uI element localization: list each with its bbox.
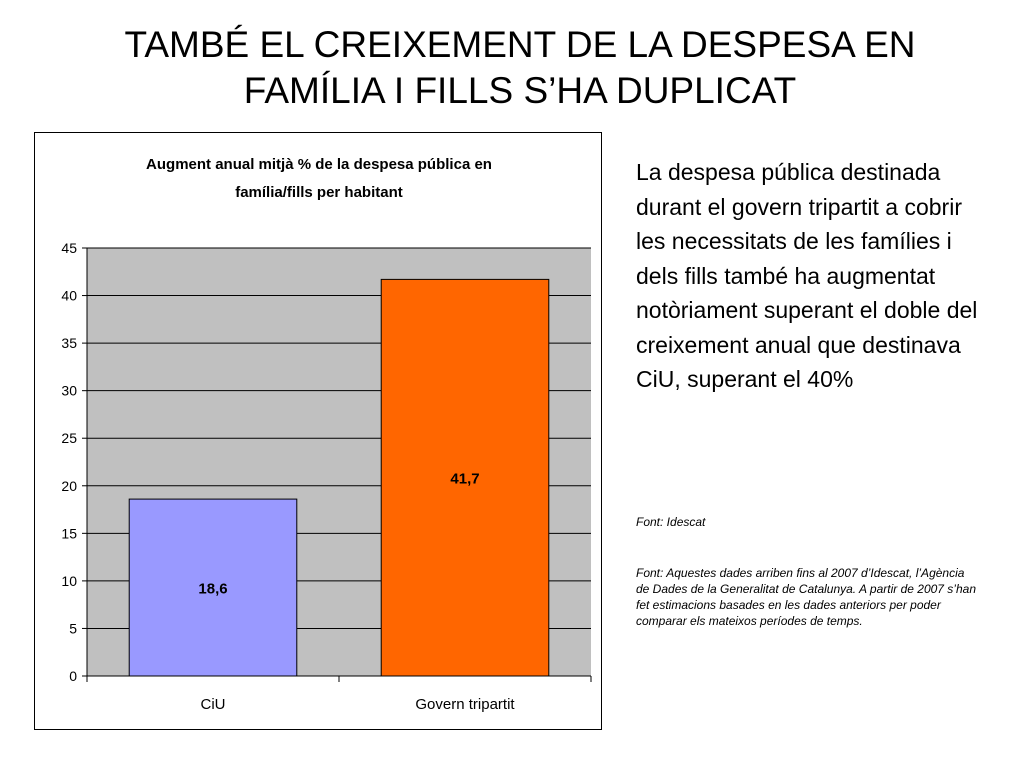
- y-tick-label-1: 5: [69, 620, 77, 636]
- y-tick-label-5: 25: [61, 430, 77, 446]
- description-text: La despesa pública destinada durant el g…: [636, 159, 978, 392]
- y-tick-label-6: 30: [61, 383, 77, 399]
- y-tick-label-2: 10: [61, 573, 77, 589]
- chart-title-line-2: família/fills per habitant: [235, 184, 403, 201]
- source-note: Font: Idescat: [636, 515, 706, 529]
- data-label-1: 41,7: [450, 471, 479, 488]
- bars: 18,6 41,7: [128, 278, 550, 677]
- y-tick-label-8: 40: [61, 288, 77, 304]
- y-tick-label-4: 20: [61, 478, 77, 494]
- data-note: Font: Aquestes dades arriben fins al 200…: [636, 566, 976, 628]
- y-tick-label-3: 15: [61, 525, 77, 541]
- bar-0: [128, 498, 298, 677]
- y-tick-label-0: 0: [69, 668, 77, 684]
- bar-chart: Augment anual mitjà % de la despesa públ…: [34, 132, 602, 730]
- slide-title-line-1: TAMBÉ EL CREIXEMENT DE LA DESPESA EN: [124, 24, 916, 65]
- axes: 0 5 10 15 20 25 30 35 40 45 CiU Govern tripartit: [61, 240, 592, 713]
- x-category-label-1: Govern tripartit: [415, 696, 515, 713]
- y-tick-label-7: 35: [61, 335, 77, 351]
- bar-chart-svg: Augment anual mitjà % de la despesa públ…: [61, 156, 592, 713]
- chart-title-line-1: Augment anual mitjà % de la despesa públ…: [146, 156, 492, 173]
- slide-title-line-2: FAMÍLIA I FILLS S’HA DUPLICAT: [243, 70, 797, 111]
- y-tick-label-9: 45: [61, 240, 77, 256]
- bar-1: [380, 278, 550, 677]
- slide-title: TAMBÉ EL CREIXEMENT DE LA DESPESA EN FAM…: [60, 22, 980, 114]
- x-category-label-0: CiU: [201, 696, 226, 713]
- data-label-0: 18,6: [198, 581, 227, 598]
